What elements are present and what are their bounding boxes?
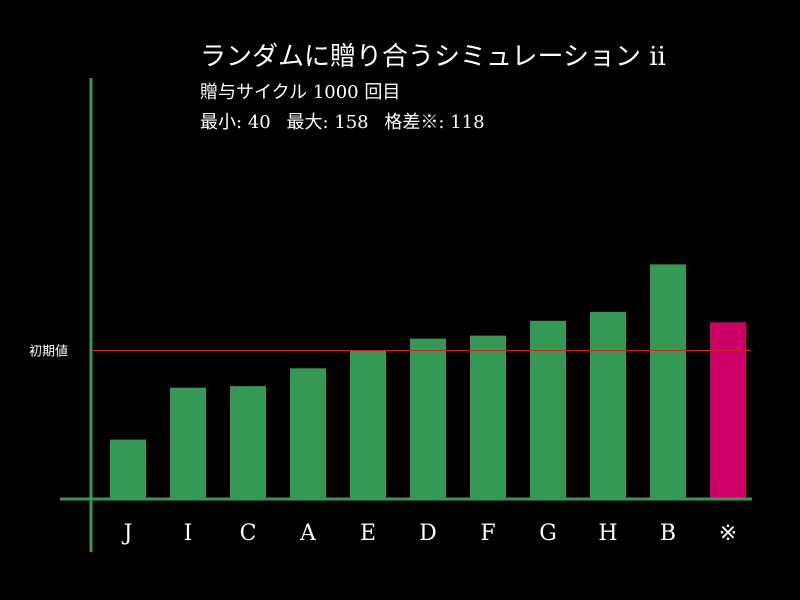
bar-note: [710, 322, 746, 499]
x-tick-label: D: [419, 521, 437, 546]
stats-line: 最小: 40 最大: 158 格差※: 118: [200, 112, 485, 134]
bar-c: [230, 386, 266, 499]
gap-label: 格差※:: [384, 112, 445, 133]
reference-line-label: 初期値: [29, 344, 68, 360]
bar-j: [110, 439, 146, 499]
bar-e: [350, 350, 386, 499]
max-value: 158: [334, 112, 369, 133]
chart-title: ランダムに贈り合うシミュレーション ii: [200, 42, 666, 72]
max-label: 最大:: [286, 112, 329, 133]
bar-h: [590, 311, 626, 499]
bar-g: [530, 320, 566, 499]
x-tick-label: B: [660, 521, 676, 546]
bar-d: [410, 338, 446, 499]
min-label: 最小:: [200, 112, 243, 133]
bar-i: [170, 387, 206, 499]
x-tick-label: F: [480, 521, 495, 546]
x-tick-label: E: [360, 521, 376, 546]
bar-b: [650, 264, 686, 499]
bars-layer: [110, 264, 746, 499]
x-tick-label: H: [598, 521, 617, 546]
cycle-counter: 贈与サイクル 1000 回目: [200, 82, 401, 103]
min-value: 40: [247, 112, 271, 133]
x-tick-label: ※: [719, 521, 737, 546]
x-tick-label: I: [184, 521, 193, 546]
x-tick-label: G: [539, 521, 557, 546]
bar-a: [290, 368, 326, 499]
x-tick-label: J: [122, 521, 133, 546]
x-tick-label: A: [299, 521, 317, 546]
bar-f: [470, 335, 506, 499]
gap-value: 118: [450, 112, 485, 133]
x-tick-label: C: [240, 521, 257, 546]
x-tick-labels: J I C A E D F G H B ※: [122, 521, 738, 546]
